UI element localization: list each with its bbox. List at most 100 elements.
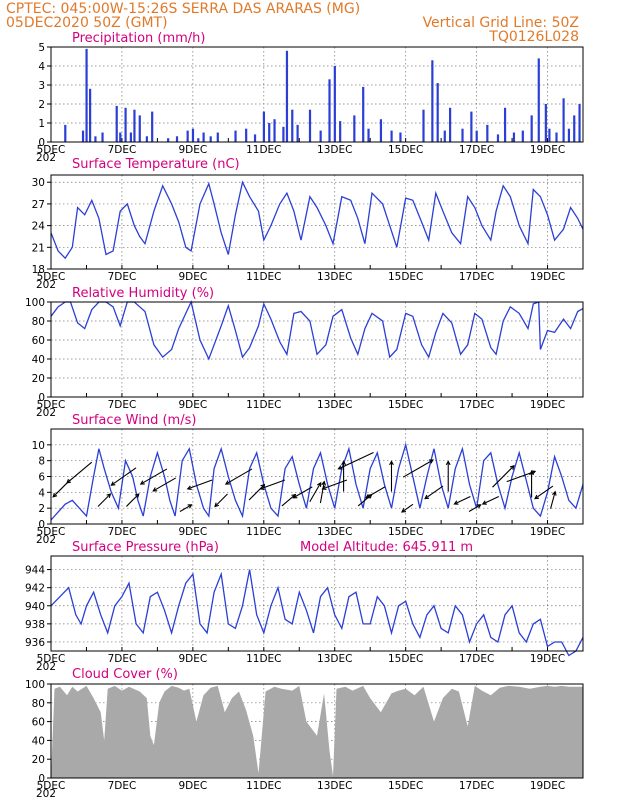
precip-bar	[101, 132, 104, 142]
wind-arrow-head	[337, 465, 343, 470]
precip-bar	[567, 128, 571, 142]
precip-bar	[175, 136, 179, 142]
wind-arrow-shaft	[125, 493, 140, 507]
wind-arrow-head	[341, 460, 347, 466]
wind-arrow-head	[186, 485, 192, 491]
precip-y-tick-label: 2	[38, 99, 45, 111]
rh-x-tick-label: 9DEC	[178, 399, 207, 411]
wind-arrow-head	[134, 493, 140, 499]
wind-arrow	[402, 459, 434, 478]
rh-y-tick-label: 0	[38, 392, 45, 404]
wind-y-tick-label: 4	[38, 487, 45, 499]
precip-bar	[503, 107, 507, 142]
wind-x-tick-label: 7DEC	[108, 526, 137, 538]
wind-arrow-shaft	[424, 485, 444, 500]
wind-arrow-shaft	[322, 479, 348, 490]
wind-arrow-shaft	[338, 452, 374, 470]
wind-arrow-shaft	[468, 504, 481, 512]
precip-bar	[291, 109, 294, 142]
wind-x-tick-label: 17DEC	[459, 526, 494, 538]
wind-series-line	[50, 442, 584, 521]
precip-bar	[512, 132, 516, 142]
wind-arrow	[224, 468, 253, 485]
wind-arrow-head	[152, 487, 158, 492]
wind-arrow-shaft	[492, 465, 515, 488]
wind-arrow-shaft	[550, 491, 556, 509]
precip-x-tick-label: 9DEC	[178, 144, 207, 156]
precip-bar	[399, 132, 402, 142]
wind-arrow	[214, 493, 228, 508]
wind-arrow-shaft	[293, 486, 313, 499]
temp-x-tick-label: 19DEC	[530, 271, 565, 283]
precip-bar	[124, 107, 127, 142]
cloud-frame	[50, 683, 584, 779]
wind-arrow	[337, 452, 374, 470]
rh-x-tick-label: 19DEC	[530, 399, 565, 411]
wind-arrow-shaft	[454, 496, 471, 505]
wind-axes: 5DEC 7DEC 9DEC 11DEC 13DEC 15DEC 17DEC 19DEC202…	[32, 429, 584, 546]
wind-arrow	[401, 503, 414, 513]
wind-arrow	[186, 479, 213, 491]
temp-y-tick-label: 30	[32, 177, 45, 189]
wind-arrow	[319, 480, 327, 504]
wind-arrow	[481, 496, 499, 505]
rh-x-tick-label: 17DEC	[459, 399, 494, 411]
precip-bar	[328, 79, 331, 142]
temp-title: Surface Temperature (nC)	[72, 157, 240, 172]
precip-bar	[64, 124, 67, 142]
precip-bar	[282, 126, 285, 142]
precip-bar	[186, 130, 189, 142]
wind-arrow	[110, 467, 137, 486]
precip-y-tick-label: 4	[38, 61, 45, 73]
precip-bar	[273, 119, 276, 142]
wind-arrow	[550, 490, 557, 509]
wind-arrow-shaft	[309, 482, 322, 503]
wind-arrow-shaft	[534, 485, 554, 500]
cloud-x-tick-label: 9DEC	[178, 780, 207, 792]
cloud-y-tick-label: 0	[38, 773, 45, 785]
rh-series-line	[50, 300, 584, 361]
temp-series-line	[50, 180, 584, 260]
wind-arrow	[152, 477, 177, 492]
pressure-y-tick-label: 936	[25, 637, 45, 649]
rh-x-cut-label: 202	[36, 407, 56, 419]
precip-bar	[431, 60, 434, 142]
precip-axes: 5DEC 7DEC 9DEC 11DEC 13DEC 15DEC 17DEC 19DEC202…	[36, 42, 584, 164]
wind-arrow-head	[453, 500, 459, 505]
wind-arrow-shaft	[401, 503, 414, 513]
wind-arrow-head	[529, 470, 534, 476]
precip-bar	[89, 88, 92, 142]
wind-arrow-head	[531, 470, 537, 475]
cloud-y-tick-label: 60	[32, 717, 45, 729]
precip-x-tick-label: 15DEC	[388, 144, 423, 156]
precip-x-tick-label: 7DEC	[108, 144, 137, 156]
wind-arrow	[365, 486, 386, 499]
wind-arrow	[139, 468, 168, 485]
precip-bar	[353, 115, 356, 142]
rh-y-tick-label: 80	[32, 316, 45, 328]
precip-bar	[578, 104, 581, 142]
wind-arrow-shaft	[140, 468, 168, 485]
wind-arrow	[321, 479, 348, 491]
rh-x-tick-label: 7DEC	[108, 399, 137, 411]
precip-bar	[151, 111, 154, 142]
wind-arrow-head	[445, 460, 451, 466]
precip-bar	[449, 107, 452, 142]
wind-arrow-head	[52, 492, 58, 498]
wind-arrow-head	[259, 485, 265, 491]
wind-x-tick-label: 9DEC	[178, 526, 207, 538]
pressure-y-tick-label: 938	[25, 619, 45, 631]
precip-frame	[50, 46, 584, 143]
panels: 5DEC 7DEC 9DEC 11DEC 13DEC 15DEC 17DEC 19DEC202…	[25, 42, 584, 800]
wind-arrow-head	[321, 480, 327, 486]
precip-y-tick-label: 3	[38, 80, 45, 92]
precip-bar	[145, 136, 148, 142]
precip-y-tick-label: 0	[38, 137, 45, 149]
precip-bar	[234, 130, 237, 142]
wind-arrow	[125, 493, 140, 507]
pressure-altitude-note: Model Altitude: 645.911 m	[300, 540, 473, 555]
wind-x-tick-label: 5DEC	[37, 526, 66, 538]
rh-x-tick-label: 15DEC	[388, 399, 423, 411]
wind-y-tick-label: 8	[38, 456, 45, 468]
precip-bar	[486, 124, 489, 142]
